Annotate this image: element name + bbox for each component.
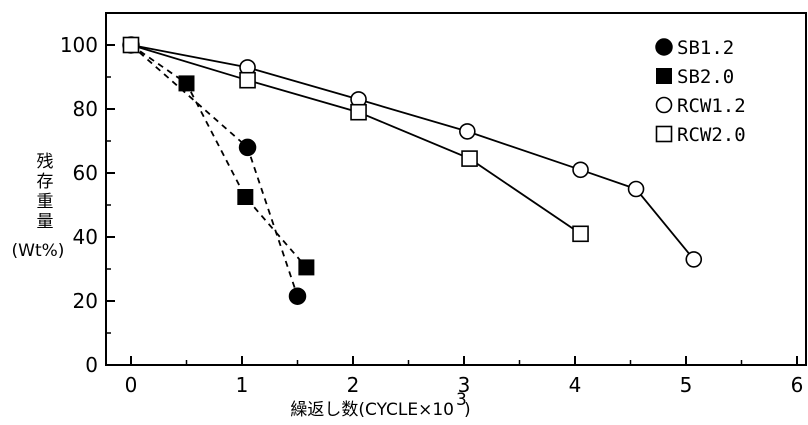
x-tick-label: 6 bbox=[791, 373, 804, 397]
x-axis-title: 繰返し数(CYCLE×10 bbox=[290, 400, 454, 420]
legend-marker-rcw2-0 bbox=[655, 125, 673, 143]
x-axis-title-superscript: 3 bbox=[456, 390, 467, 410]
data-point-rcw1-2 bbox=[459, 123, 476, 140]
x-tick-label: 2 bbox=[347, 373, 360, 397]
x-axis-title-close: ) bbox=[464, 400, 471, 420]
legend-marker-sb1-2 bbox=[655, 38, 673, 56]
y-axis-title-char: 量 bbox=[37, 212, 54, 232]
data-point-sb2-0 bbox=[178, 75, 195, 92]
data-point-sb1-2 bbox=[288, 287, 307, 305]
series-line-sb2-0 bbox=[130, 44, 308, 268]
y-tick-label: 20 bbox=[73, 289, 98, 313]
data-point-sb2-0 bbox=[298, 259, 315, 276]
data-point-rcw1-2 bbox=[572, 161, 589, 179]
y-tick-label: 80 bbox=[73, 97, 98, 121]
legend-marker-sb2-0 bbox=[656, 68, 672, 84]
data-point-rcw2-0 bbox=[350, 103, 367, 121]
y-axis-title-char: 残 bbox=[37, 152, 54, 172]
data-point-sb1-2 bbox=[238, 138, 257, 157]
legend-label-rcw2-0: RCW2.0 bbox=[677, 124, 746, 146]
data-point-rcw2-0 bbox=[572, 225, 589, 243]
y-axis-title-char: 存 bbox=[37, 172, 54, 192]
x-tick-label: 3 bbox=[458, 373, 471, 397]
data-point-rcw2-0 bbox=[461, 150, 478, 167]
series-line-rcw1-2 bbox=[130, 44, 695, 260]
y-tick-label: 40 bbox=[73, 225, 98, 249]
y-tick-label: 0 bbox=[85, 353, 98, 377]
x-tick-label: 5 bbox=[680, 373, 693, 397]
legend-label-sb2-0: SB2.0 bbox=[677, 66, 734, 88]
data-point-sb2-0 bbox=[237, 189, 254, 205]
legend-label-sb1-2: SB1.2 bbox=[677, 37, 734, 59]
legend: SB1.2 SB2.0 RCW1.2 RCW2.0 bbox=[655, 37, 746, 146]
data-point-rcw1-2 bbox=[627, 180, 645, 198]
x-tick-label: 0 bbox=[125, 373, 138, 397]
series-line-rcw2-0 bbox=[130, 44, 582, 235]
data-point-rcw2-0 bbox=[239, 71, 256, 89]
data-point-rcw2-0 bbox=[122, 36, 140, 54]
y-tick-label: 100 bbox=[60, 33, 98, 57]
series-line-sb1-2 bbox=[130, 44, 299, 297]
plot-frame bbox=[105, 12, 807, 366]
legend-marker-rcw1-2 bbox=[655, 96, 673, 114]
series-lines bbox=[130, 44, 695, 297]
y-axis-unit: (Wt%) bbox=[12, 241, 65, 261]
y-axis-title-char: 重 bbox=[37, 192, 54, 212]
legend-label-rcw1-2: RCW1.2 bbox=[677, 95, 746, 117]
x-tick-label: 1 bbox=[236, 373, 249, 397]
x-tick-label: 4 bbox=[569, 373, 582, 397]
series-markers bbox=[122, 36, 703, 305]
y-tick-label: 60 bbox=[73, 161, 98, 185]
data-point-rcw1-2 bbox=[685, 251, 703, 268]
